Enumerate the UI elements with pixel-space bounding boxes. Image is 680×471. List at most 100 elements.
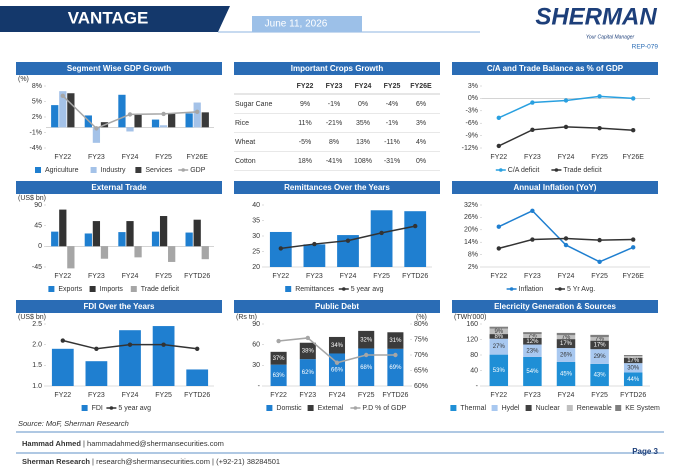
x-tick-label: FY25 <box>373 273 390 280</box>
tick-label: 70% <box>414 352 428 359</box>
marker <box>597 94 602 99</box>
tagline: Your Capital Manager <box>586 34 635 40</box>
line <box>498 126 634 147</box>
date-box <box>252 16 362 32</box>
x-tick-label: FY23 <box>88 154 105 161</box>
share-label: 38% <box>302 349 315 355</box>
legend-label: Services <box>145 167 172 174</box>
tick-label: 30 <box>252 233 260 240</box>
bar <box>193 219 201 247</box>
share-label: 34% <box>331 343 344 349</box>
bar-segment <box>328 336 346 354</box>
legend-label: C/A deficit <box>508 167 540 174</box>
table-cell: -21% <box>326 120 342 127</box>
share-label: 31% <box>389 338 402 344</box>
marker <box>195 346 200 351</box>
x-tick-label: FY26E <box>622 154 644 161</box>
row-label: Sugar Cane <box>235 101 272 108</box>
legend-label: Exports <box>58 286 82 293</box>
legend-marker <box>109 406 114 410</box>
legend-label: 5 Yr Avg. <box>567 286 595 293</box>
bar-segment <box>387 332 404 349</box>
panel-title-bar <box>234 300 440 313</box>
legend-label: Hydel <box>502 405 520 412</box>
tick-label: 90 <box>34 202 42 209</box>
tick-label: 40 <box>470 367 478 374</box>
y-axis-label: (%) <box>18 76 29 83</box>
bar <box>126 127 134 132</box>
marker <box>631 96 636 101</box>
legend-label: FDI <box>92 405 103 412</box>
marker <box>94 126 99 131</box>
tick-label: -12% <box>462 145 478 152</box>
legend-marker <box>554 168 559 172</box>
legend-marker <box>558 287 562 291</box>
table-cell: -1% <box>328 101 340 108</box>
tick-label: 8% <box>32 83 42 90</box>
bar-segment <box>387 348 404 386</box>
share-label: 43% <box>594 373 607 379</box>
marker <box>563 98 569 103</box>
bar <box>51 231 59 247</box>
table-cell: 9% <box>300 101 310 108</box>
legend-marker <box>353 406 358 410</box>
tick-label: 8% <box>468 251 478 258</box>
share-label: 27% <box>493 344 506 350</box>
tick-label: 2.0 <box>32 342 42 349</box>
marker <box>276 338 281 344</box>
x-tick-label: FY22 <box>54 273 71 280</box>
legend-swatch <box>90 167 97 173</box>
bar-segment <box>623 357 643 364</box>
chart-title: Elecricity Generation & Sources <box>494 302 616 311</box>
table-cell: -31% <box>384 158 400 165</box>
y-axis-label: (TWh'000) <box>454 314 486 321</box>
table-header: FY22 <box>297 83 314 90</box>
x-tick-label: FY23 <box>88 392 105 399</box>
bar <box>151 231 160 247</box>
bar <box>92 127 101 143</box>
author-line: Hammad Ahmed | hammadahmed@shermansecuri… <box>22 439 224 448</box>
marker <box>334 360 340 365</box>
x-tick-label: FY25 <box>591 392 608 399</box>
table-title: Important Crops Growth <box>291 64 384 73</box>
legend-label: Remittances <box>295 286 334 293</box>
marker <box>127 342 133 347</box>
bar-segment <box>623 356 643 358</box>
share-label: 26% <box>560 353 573 359</box>
tick-label: 2.5 <box>32 321 42 328</box>
x-tick-label: FY22 <box>490 273 507 280</box>
legend-marker <box>499 168 503 172</box>
legend-label: KE System <box>625 405 660 412</box>
bar <box>152 326 175 386</box>
marker <box>496 246 501 251</box>
tick-label: - <box>476 383 479 390</box>
bar-segment <box>590 337 609 341</box>
share-label: 68% <box>360 365 373 371</box>
marker <box>393 352 398 358</box>
tick-label: 20% <box>464 227 478 234</box>
x-tick-label: FY24 <box>122 273 139 280</box>
marker <box>345 238 351 243</box>
marker <box>60 93 65 99</box>
bar <box>126 221 134 247</box>
share-label: 53% <box>493 368 506 374</box>
x-tick-label: FY25 <box>358 392 375 399</box>
share-label: 45% <box>560 372 573 378</box>
x-tick-label: FY22 <box>490 392 507 399</box>
bar <box>51 348 74 386</box>
marker <box>278 246 283 251</box>
marker <box>530 127 535 133</box>
legend-label: External <box>318 405 344 412</box>
marker <box>413 223 418 229</box>
bar <box>118 232 126 247</box>
tick-label: 25 <box>252 248 260 255</box>
table-header: FY25 <box>384 83 401 90</box>
bar-segment <box>489 334 509 339</box>
tick-label: 160 <box>466 321 478 328</box>
x-tick-label: FY23 <box>524 392 541 399</box>
table-header: FY24 <box>355 83 372 90</box>
x-tick-label: FY25 <box>155 154 172 161</box>
bar-segment <box>556 361 576 386</box>
legend-label: Imports <box>100 286 124 293</box>
bar-segment <box>489 338 509 355</box>
